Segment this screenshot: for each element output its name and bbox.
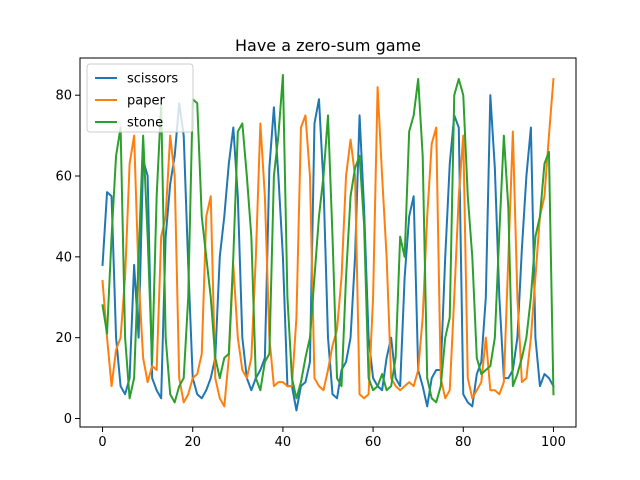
legend: scissors paper stone [86,63,194,133]
x-tick-label: 40 [275,435,292,450]
legend-box [86,63,194,133]
x-tick-label: 80 [455,435,472,450]
x-tick-label: 20 [184,435,201,450]
legend-label-scissors: scissors [127,72,178,87]
y-tick-label: 20 [55,331,72,346]
series-line-paper [101,77,555,408]
y-tick-label: 40 [55,250,72,265]
y-tick-label: 80 [55,89,72,104]
y-tick-label: 0 [64,412,72,427]
x-tick-label: 100 [541,435,566,450]
legend-label-stone: stone [127,116,163,131]
plot-area: 0 20 40 60 80 100 0 20 40 60 80 scissors paper stone [55,57,577,450]
axes-frame [79,57,577,428]
series-line-stone [101,73,555,404]
chart-title: Have a zero-sum game [235,36,421,55]
x-tick-label: 60 [365,435,382,450]
y-tick-label: 60 [55,170,72,185]
x-tick-label: 0 [98,435,106,450]
legend-label-paper: paper [127,94,165,109]
